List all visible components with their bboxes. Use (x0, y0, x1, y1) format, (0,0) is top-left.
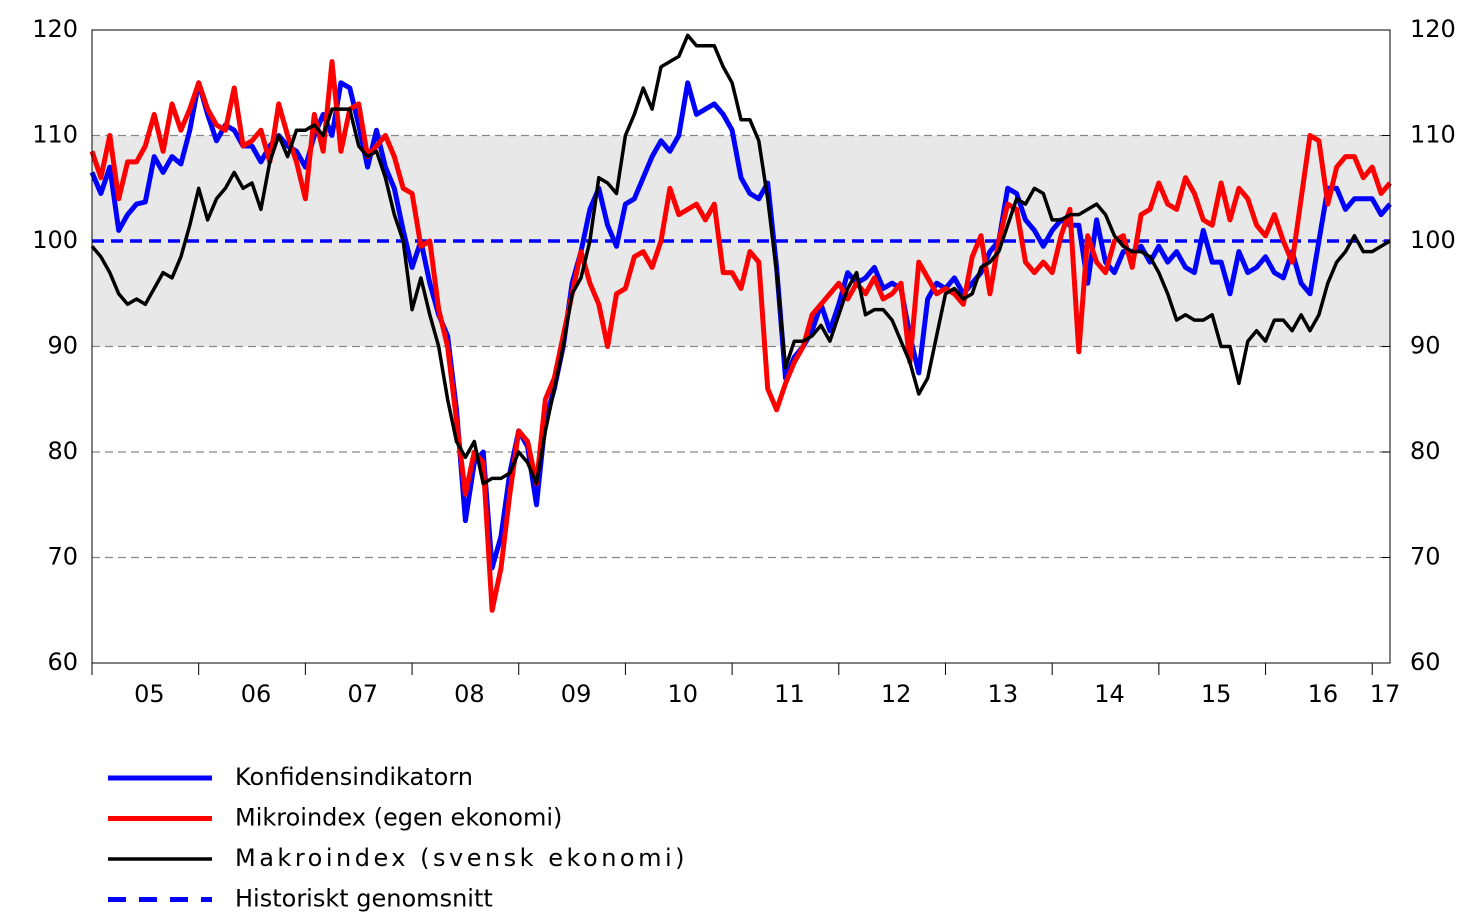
y-tick-label: 110 (32, 121, 78, 149)
y2-tick-label: 120 (1410, 15, 1456, 43)
x-tick-label: 09 (561, 680, 592, 708)
x-tick-label: 06 (241, 680, 272, 708)
x-tick-label: 17 (1370, 680, 1401, 708)
y2-tick-label: 70 (1410, 543, 1441, 571)
series-line (89, 59, 1392, 613)
x-tick-label: 15 (1201, 680, 1232, 708)
x-tick-label: 11 (774, 680, 805, 708)
y-tick-label: 60 (47, 648, 78, 676)
series-line (90, 33, 1391, 486)
y2-tick-label: 80 (1410, 437, 1441, 465)
x-tick-label: 08 (454, 680, 485, 708)
x-tick-label: 07 (347, 680, 378, 708)
y2-tick-label: 90 (1410, 332, 1441, 360)
legend-label: Konfidensindikatorn (235, 763, 473, 791)
legend-label: Makroindex (svensk ekonomi) (235, 844, 688, 872)
legend-label: Mikroindex (egen ekonomi) (235, 804, 562, 832)
y2-tick-label: 110 (1410, 121, 1456, 149)
y2-tick-label: 100 (1410, 226, 1456, 254)
y-tick-label: 80 (47, 437, 78, 465)
y-tick-label: 120 (32, 15, 78, 43)
plot-frame (91, 29, 1391, 664)
x-tick-label: 12 (881, 680, 912, 708)
x-tick-label: 13 (988, 680, 1019, 708)
legend-label: Historiskt genomsnitt (235, 885, 493, 913)
x-tick-label: 16 (1308, 680, 1339, 708)
x-tick-label: 10 (667, 680, 698, 708)
y-tick-label: 70 (47, 543, 78, 571)
y-tick-label: 100 (32, 226, 78, 254)
y-tick-label: 90 (47, 332, 78, 360)
x-tick-label: 14 (1094, 680, 1125, 708)
x-tick-label: 05 (134, 680, 165, 708)
y2-tick-label: 60 (1410, 648, 1441, 676)
